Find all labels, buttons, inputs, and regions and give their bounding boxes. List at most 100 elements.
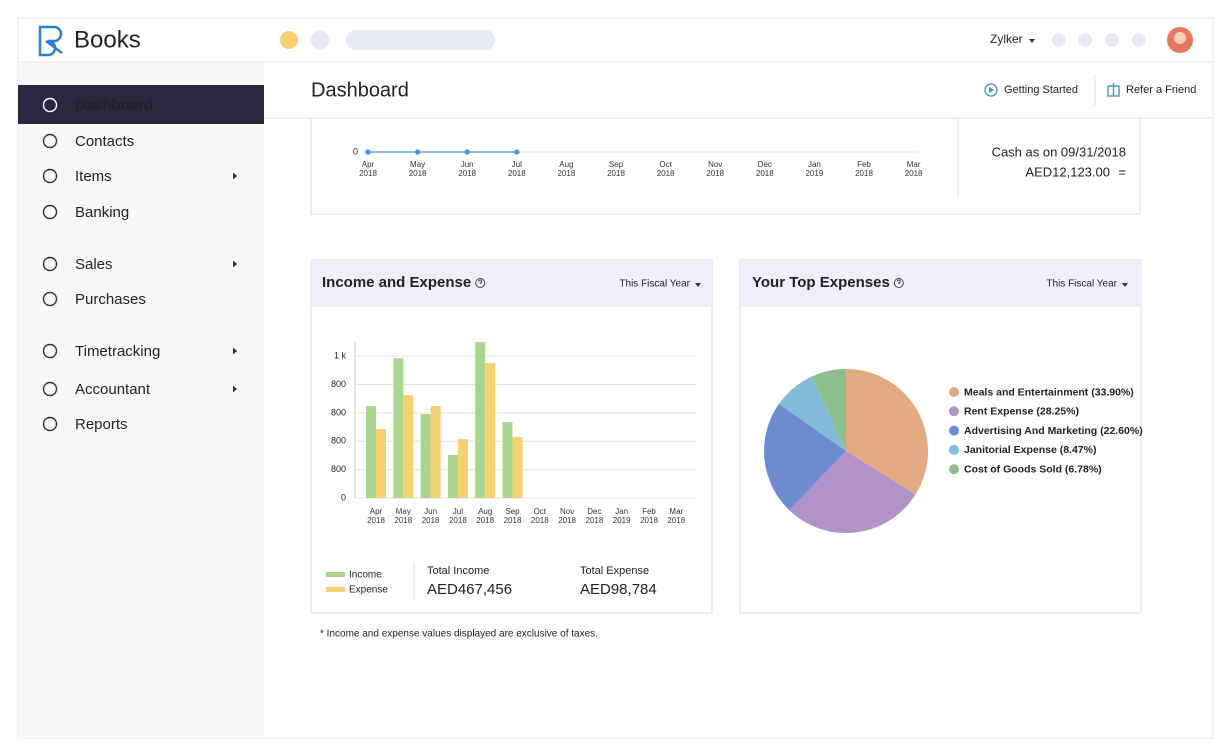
legend-label: Expense — [349, 585, 388, 596]
point — [514, 149, 520, 155]
logo — [38, 25, 63, 57]
nav-item[interactable]: Accountant — [75, 381, 151, 398]
point — [415, 149, 421, 155]
nav-item[interactable]: Contacts — [75, 133, 134, 150]
pie-slice — [789, 451, 916, 534]
bar — [512, 437, 523, 498]
nav-dot[interactable] — [1052, 33, 1066, 47]
y-tick-label: 800 — [331, 436, 346, 446]
caret — [695, 283, 701, 287]
x-tick-label: Nov 2018 — [706, 160, 725, 178]
bar — [485, 363, 496, 498]
page-header — [265, 63, 1212, 118]
x-tick-label: Apr 2018 — [367, 507, 385, 525]
nav-item[interactable]: Banking — [75, 204, 129, 221]
x-tick-label: Feb 2018 — [855, 160, 873, 178]
point — [464, 149, 470, 155]
y-tick-label: 800 — [331, 407, 346, 417]
x-tick-label: Aug 2018 — [476, 507, 495, 525]
y-tick-label: 800 — [331, 464, 346, 474]
nav-dot — [311, 31, 329, 49]
nav-icon — [42, 168, 58, 184]
nav-icon — [42, 416, 58, 432]
legend-label: Meals and Entertainment (33.90%) — [964, 386, 1134, 398]
period-select[interactable]: This Fiscal Year — [1046, 279, 1117, 290]
nav-item[interactable]: Reports — [75, 416, 128, 433]
nav-item[interactable]: Timetracking — [75, 343, 160, 360]
y-tick-label: 800 — [331, 379, 346, 389]
nav-item[interactable]: Items — [75, 168, 112, 185]
panel-header — [741, 261, 1140, 307]
legend-dot — [949, 406, 959, 417]
legend-dot — [949, 444, 959, 455]
pie-slice — [812, 369, 846, 451]
x-tick-label: Oct 2018 — [530, 507, 549, 525]
nav-dot[interactable] — [1105, 33, 1119, 47]
nav-icon — [42, 204, 58, 220]
cash-sign: = — [1118, 164, 1126, 179]
help-icon — [896, 279, 901, 284]
x-tick-label: Sep 2018 — [607, 160, 625, 178]
x-tick-label: Sep 2018 — [503, 507, 522, 525]
x-tick-label: Dec 2018 — [585, 507, 604, 525]
x-tick-label: May 2018 — [408, 160, 427, 178]
x-tick-label: Jun 2018 — [458, 160, 477, 178]
bar — [376, 429, 386, 498]
x-tick-label: Mar 2018 — [904, 160, 923, 178]
status-dot — [280, 31, 298, 49]
cash-label: Cash as on 09/31/2018 — [992, 144, 1126, 159]
nav-dot[interactable] — [1078, 33, 1092, 47]
help-icon — [893, 278, 904, 288]
legend-label: Income — [349, 570, 382, 581]
nav-dot[interactable] — [1132, 33, 1146, 47]
nav-item[interactable]: Dashboard — [75, 97, 153, 114]
nav-item[interactable]: Purchases — [75, 291, 146, 308]
org-name[interactable]: Zylker — [990, 32, 1023, 46]
brand: Books — [74, 26, 141, 53]
total-amount: AED467,456 — [427, 581, 512, 598]
panel-title: Your Top Expenses — [752, 274, 890, 291]
x-tick-label: May 2018 — [394, 507, 413, 525]
y-tick-label: 0 — [353, 146, 358, 156]
y-tick-label: 0 — [341, 492, 346, 502]
x-tick-label: Jul 2018 — [507, 160, 526, 178]
top-bar — [19, 19, 1212, 62]
legend-swatch — [326, 587, 345, 592]
cash-amount: AED12,123.00 — [1025, 164, 1110, 179]
pie-slice — [778, 376, 846, 451]
point — [365, 149, 371, 155]
legend-label: Advertising And Marketing (22.60%) — [964, 425, 1143, 437]
bar — [430, 406, 441, 498]
caret — [1122, 283, 1128, 287]
sidebar-nav: Dashboard Contacts Items Banking Sales Purcha… — [18, 85, 264, 433]
nav-icon — [42, 256, 58, 272]
nav-icon — [42, 291, 58, 307]
bar — [502, 422, 513, 498]
submenu-arrow — [233, 172, 237, 180]
help-icon — [478, 279, 483, 284]
search-bar[interactable] — [346, 30, 495, 50]
legend-label: Rent Expense (28.25%) — [964, 406, 1079, 418]
nav-item[interactable]: Sales — [75, 256, 113, 273]
legend-swatch — [326, 572, 345, 577]
action-link[interactable]: Refer a Friend — [1126, 84, 1196, 96]
nav-icon — [42, 381, 58, 397]
action-link[interactable]: Getting Started — [1004, 84, 1078, 96]
legend-label: Janitorial Expense (8.47%) — [964, 444, 1096, 456]
sidebar — [18, 62, 264, 738]
legend-dot — [949, 425, 959, 436]
content: Cash as on 09/31/2018 AED12,123.00 = * I… — [310, 99, 1143, 640]
cash-flow-panel — [310, 99, 1141, 215]
total-label: Total Income — [427, 565, 489, 577]
panel-title: Income and Expense — [322, 274, 471, 291]
bar — [457, 439, 468, 498]
x-tick-label: Nov 2018 — [558, 507, 576, 525]
bar — [393, 358, 404, 498]
x-tick-label: Jan 2019 — [805, 160, 824, 178]
pie-slice — [846, 369, 928, 495]
period-select[interactable]: This Fiscal Year — [619, 279, 690, 290]
bar — [475, 342, 486, 498]
submenu-arrow — [233, 385, 237, 393]
